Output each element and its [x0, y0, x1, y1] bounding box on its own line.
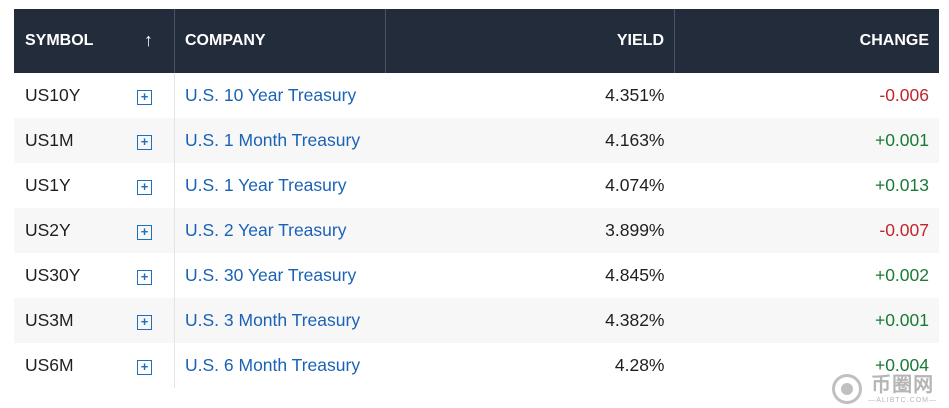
header-spacer [385, 9, 394, 73]
change-cell: -0.007 [879, 220, 929, 240]
watermark-sub-text: —ALIBTC.COM— [868, 396, 937, 404]
change-cell: +0.002 [874, 265, 929, 285]
header-yield[interactable]: YIELD [616, 32, 664, 49]
watermark: 币圈网 —ALIBTC.COM— [832, 374, 937, 404]
symbol-cell: US3M [25, 310, 74, 330]
add-cell: + [123, 118, 175, 163]
add-cell: + [123, 163, 175, 208]
yield-cell: 4.074% [605, 175, 665, 195]
watermark-text: 币圈网 —ALIBTC.COM— [868, 375, 937, 404]
symbol-cell: US10Y [25, 85, 81, 105]
company-cell: U.S. 1 Year Treasury [174, 163, 394, 208]
add-to-watchlist-icon[interactable]: + [137, 315, 152, 330]
change-cell: +0.001 [874, 130, 929, 150]
add-cell: + [123, 253, 175, 298]
add-to-watchlist-icon[interactable]: + [137, 270, 152, 285]
company-link[interactable]: U.S. 30 Year Treasury [185, 265, 357, 285]
company-link[interactable]: U.S. 1 Month Treasury [185, 130, 361, 150]
symbol-cell: US6M [25, 355, 74, 375]
add-to-watchlist-icon[interactable]: + [137, 225, 152, 240]
change-cell: -0.006 [879, 85, 929, 105]
table-row: US10Y + U.S. 10 Year Treasury 4.351% -0.… [14, 73, 939, 118]
sort-ascending-icon[interactable]: ↑ [144, 30, 153, 50]
symbol-cell: US2Y [25, 220, 71, 240]
yield-cell: 4.163% [605, 130, 665, 150]
add-to-watchlist-icon[interactable]: + [137, 360, 152, 375]
add-to-watchlist-icon[interactable]: + [137, 90, 152, 105]
yield-cell: 4.845% [605, 265, 665, 285]
company-cell: U.S. 3 Month Treasury [174, 298, 394, 343]
table-row: US1Y + U.S. 1 Year Treasury 4.074% +0.01… [14, 163, 939, 208]
yield-cell: 4.351% [605, 85, 665, 105]
company-link[interactable]: U.S. 6 Month Treasury [185, 355, 361, 375]
symbol-cell: US30Y [25, 265, 81, 285]
sort-cell[interactable]: ↑ [123, 9, 175, 73]
table-row: US2Y + U.S. 2 Year Treasury 3.899% -0.00… [14, 208, 939, 253]
symbol-cell: US1Y [25, 175, 71, 195]
company-cell: U.S. 2 Year Treasury [174, 208, 394, 253]
table-row: US1M + U.S. 1 Month Treasury 4.163% +0.0… [14, 118, 939, 163]
company-cell: U.S. 10 Year Treasury [174, 73, 394, 118]
change-cell: +0.004 [874, 355, 929, 375]
company-cell: U.S. 1 Month Treasury [174, 118, 394, 163]
table-body: US10Y + U.S. 10 Year Treasury 4.351% -0.… [14, 73, 939, 388]
yield-cell: 4.28% [614, 355, 665, 375]
change-cell: +0.013 [874, 175, 929, 195]
company-cell: U.S. 6 Month Treasury [174, 343, 394, 388]
table-row: US6M + U.S. 6 Month Treasury 4.28% +0.00… [14, 343, 939, 388]
header-company[interactable]: COMPANY [174, 9, 386, 73]
add-cell: + [123, 298, 175, 343]
yield-cell: 3.899% [605, 220, 665, 240]
header-change[interactable]: CHANGE [674, 9, 939, 73]
table-header: SYMBOL ↑ COMPANY YIELD CHANGE [14, 9, 939, 73]
symbol-cell: US1M [25, 130, 74, 150]
add-to-watchlist-icon[interactable]: + [137, 180, 152, 195]
company-link[interactable]: U.S. 1 Year Treasury [185, 175, 347, 195]
add-cell: + [123, 208, 175, 253]
table-row: US3M + U.S. 3 Month Treasury 4.382% +0.0… [14, 298, 939, 343]
change-cell: +0.001 [874, 310, 929, 330]
company-link[interactable]: U.S. 10 Year Treasury [185, 85, 357, 105]
add-cell: + [123, 73, 175, 118]
yield-cell: 4.382% [605, 310, 665, 330]
watermark-main-text: 币圈网 [871, 373, 935, 396]
add-to-watchlist-icon[interactable]: + [137, 135, 152, 150]
table-row: US30Y + U.S. 30 Year Treasury 4.845% +0.… [14, 253, 939, 298]
company-link[interactable]: U.S. 2 Year Treasury [185, 220, 347, 240]
company-cell: U.S. 30 Year Treasury [174, 253, 394, 298]
company-link[interactable]: U.S. 3 Month Treasury [185, 310, 361, 330]
watermark-logo-icon [832, 374, 863, 404]
header-row: SYMBOL ↑ COMPANY YIELD CHANGE [14, 9, 939, 73]
treasury-quotes-table: SYMBOL ↑ COMPANY YIELD CHANGE US10Y + U.… [14, 9, 939, 388]
add-cell: + [123, 343, 175, 388]
header-symbol[interactable]: SYMBOL [25, 32, 94, 49]
